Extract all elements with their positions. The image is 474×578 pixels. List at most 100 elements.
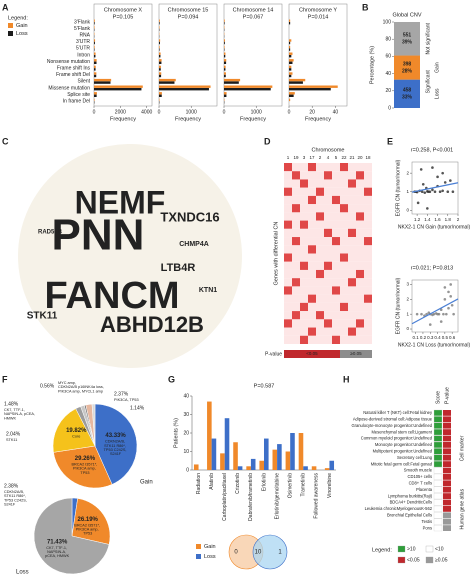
- pvalue-cell: [340, 350, 348, 358]
- bar: [159, 39, 161, 42]
- score-cell: [433, 416, 443, 423]
- heatmap-cell: [340, 294, 348, 303]
- value-label: 71.43%: [47, 539, 68, 545]
- legend-label: Loss: [16, 31, 28, 37]
- heatmap-cell: [348, 278, 356, 287]
- heatmap-cell: [284, 269, 292, 279]
- point: [432, 312, 436, 316]
- heatmap-cell: [316, 195, 324, 205]
- facet-title: Chromosome X: [104, 7, 143, 13]
- bar-segment: [394, 55, 420, 80]
- facet-title: Chromosome 14: [233, 7, 274, 13]
- heatmap-cell: [348, 327, 356, 336]
- heatmap-cell: [308, 220, 316, 229]
- pvalue-cell: [443, 435, 451, 442]
- x-tick-label: 1.2: [414, 217, 421, 222]
- heatmap-cell: [316, 335, 324, 344]
- bar: [289, 78, 306, 82]
- category-label: Silent: [77, 79, 90, 85]
- bar: [159, 61, 162, 64]
- y-tick-label: 0: [406, 207, 409, 212]
- column-label: 19: [293, 155, 299, 160]
- pvalue-cell: [443, 480, 451, 487]
- heatmap-cell: [324, 311, 332, 320]
- legend-label: Gain: [434, 62, 440, 73]
- column-header: P-value: [444, 387, 450, 404]
- plot-frame: [411, 279, 459, 333]
- count-label: 398: [403, 61, 412, 67]
- row-label: Placenta: [416, 487, 433, 492]
- heatmap-cell: [324, 269, 332, 279]
- bar: [289, 55, 292, 58]
- heatmap-cell: [364, 294, 372, 303]
- trendline: [411, 298, 459, 325]
- panel-label: F: [2, 374, 8, 384]
- heatmap-cell: [284, 319, 292, 328]
- bar: [224, 41, 225, 45]
- y-tick-label: 100: [383, 19, 392, 25]
- heatmap-cell: [356, 286, 364, 295]
- facet-subtitle: P=0.094: [178, 14, 199, 20]
- y-tick-label: 30: [183, 412, 189, 418]
- heatmap-cell: [308, 228, 316, 238]
- pie-name: Gain: [140, 480, 153, 486]
- score-cell: [433, 480, 443, 487]
- heatmap-cell: [308, 212, 316, 221]
- heatmap-cell: [316, 163, 324, 172]
- x-tick-label: 1000: [251, 109, 262, 115]
- pvalue-cell: [443, 493, 451, 499]
- legend-label: Gain: [16, 23, 28, 29]
- heatmap-cell: [292, 319, 300, 328]
- heatmap-cell: [332, 163, 340, 172]
- heatmap-cell: [356, 335, 364, 344]
- heatmap-cell: [308, 187, 316, 196]
- category-label: Followed awareness: [314, 473, 320, 519]
- category-label: Erlotinib/gemcitabine: [274, 473, 280, 520]
- heatmap-cell: [300, 302, 308, 312]
- bar: [159, 59, 162, 62]
- heatmap-cell: [308, 253, 316, 262]
- y-tick-label: 1: [406, 189, 409, 194]
- venn-count: 10: [255, 550, 262, 556]
- y-tick-label: 1: [406, 311, 409, 316]
- heatmap-cell: [284, 311, 292, 320]
- value-label: 2.38%: [4, 483, 19, 489]
- column-label: 17: [309, 155, 315, 160]
- heatmap-cell: [292, 237, 300, 246]
- point: [423, 191, 427, 194]
- heatmap-cell: [364, 237, 372, 246]
- heatmap-cell: [316, 278, 324, 287]
- heatmap-cell: [316, 228, 324, 238]
- bar: [94, 45, 95, 49]
- value-label: 1.14%: [130, 405, 145, 411]
- row-label: Lymphoma burkitts(Raji): [388, 493, 433, 498]
- facet-subtitle: P=0.014: [308, 14, 329, 20]
- bar: [94, 81, 111, 84]
- heatmap-cell: [332, 335, 340, 344]
- heatmap-cell: [300, 228, 308, 238]
- column-label: 1: [287, 155, 290, 160]
- x-tick-label: 4000: [141, 109, 152, 115]
- bar: [289, 22, 291, 25]
- bar: [289, 98, 291, 102]
- value-label: 43.33%: [105, 433, 126, 439]
- heatmap-cell: [332, 237, 340, 246]
- category-label: Missense mutation: [48, 85, 90, 91]
- heatmap-cell: [308, 204, 316, 213]
- heatmap-cell: [332, 269, 340, 279]
- heatmap-cell: [340, 179, 348, 188]
- heatmap-cell: [292, 294, 300, 303]
- score-cell: [433, 473, 443, 480]
- pvalue-cell: [443, 512, 451, 519]
- bar: [272, 449, 278, 470]
- category-label: RNA: [79, 33, 90, 39]
- bar: [289, 72, 293, 75]
- row-label: Common myeloid progenitor:Undefined: [361, 436, 433, 441]
- bar: [289, 19, 291, 22]
- bar: [159, 81, 175, 84]
- slice-text: CK7, TTF-1, NAPSIN-A, pCEA, HMWK: [4, 408, 36, 420]
- heatmap-cell: [348, 163, 356, 172]
- pvalue-legend-label: <0.05: [306, 351, 318, 356]
- slice-text: STK11: [6, 438, 17, 442]
- column-label: 3: [303, 155, 306, 160]
